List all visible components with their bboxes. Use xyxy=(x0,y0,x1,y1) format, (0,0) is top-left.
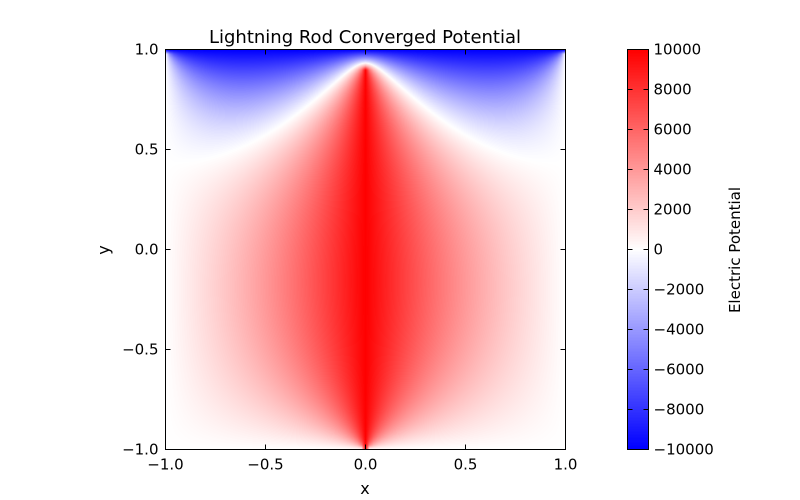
colorbar-tick-label: −10000 xyxy=(654,441,714,459)
colorbar-gradient xyxy=(628,50,648,449)
colorbar-tick-label: −2000 xyxy=(654,281,705,299)
x-tick-label: −1.0 xyxy=(147,456,183,474)
colorbar-tick-label: −8000 xyxy=(654,401,705,419)
colorbar-tick-label: 4000 xyxy=(654,161,692,179)
x-axis-ticks: −1.0 −0.5 0.0 0.5 1.0 xyxy=(147,456,577,474)
y-tick-label: 1.0 xyxy=(135,41,159,59)
x-axis-label: x xyxy=(360,479,369,498)
y-tick-label: −1.0 xyxy=(122,441,158,459)
x-tick-label: 1.0 xyxy=(554,456,578,474)
y-axis-label: y xyxy=(94,245,113,254)
y-tick-label: −0.5 xyxy=(122,341,158,359)
x-tick-label: 0.0 xyxy=(354,456,378,474)
y-tick-label: 0.0 xyxy=(135,241,159,259)
heatmap-plot-area xyxy=(166,50,565,449)
colorbar-tick-label: 2000 xyxy=(654,201,692,219)
x-tick-label: 0.5 xyxy=(454,456,478,474)
colorbar-label: Electric Potential xyxy=(726,187,744,313)
y-tick-label: 0.5 xyxy=(135,141,159,159)
colorbar-tick-label: 0 xyxy=(654,241,664,259)
colorbar-tick-label: 10000 xyxy=(654,41,702,59)
colorbar-tick-label: −4000 xyxy=(654,321,705,339)
colorbar-tick-label: −6000 xyxy=(654,361,705,379)
x-tick-label: −0.5 xyxy=(247,456,283,474)
colorbar-ticks: −10000 −8000 −6000 −4000 −2000 0 2000 4000 6000 8… xyxy=(654,41,714,459)
y-axis-ticks: −1.0 −0.5 0.0 0.5 1.0 xyxy=(122,41,158,459)
colorbar-tick-label: 6000 xyxy=(654,121,692,139)
chart-title: Lightning Rod Converged Potential xyxy=(209,27,521,48)
colorbar-tick-label: 8000 xyxy=(654,81,692,99)
